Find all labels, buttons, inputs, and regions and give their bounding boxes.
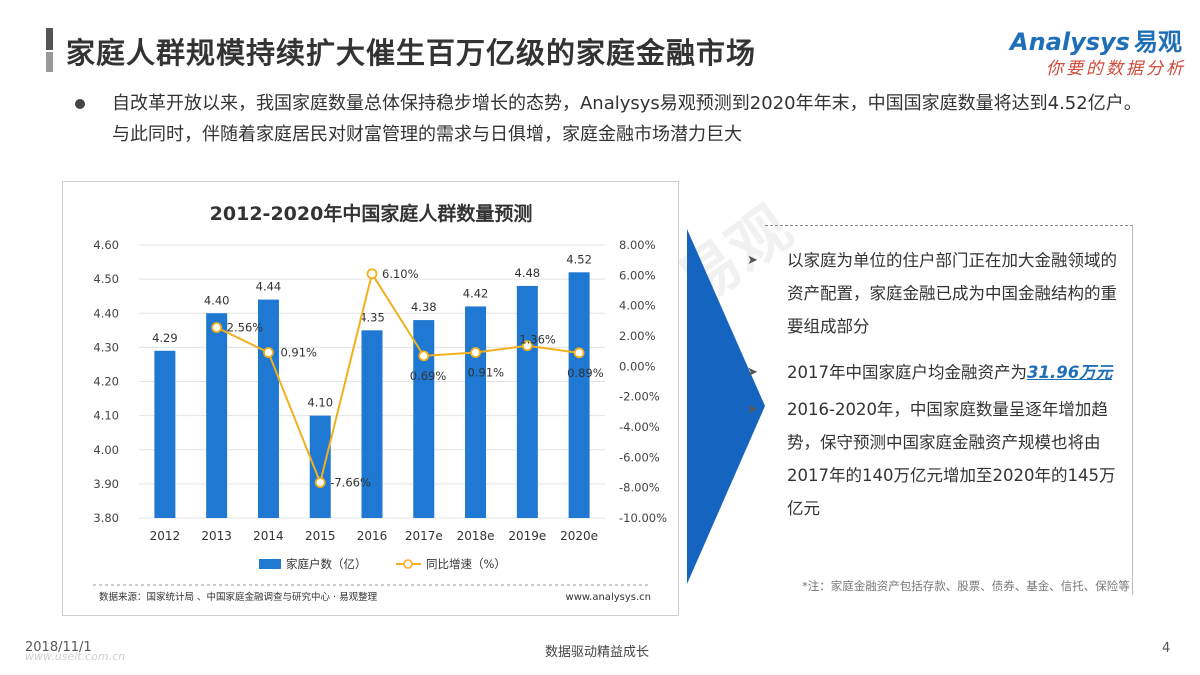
line-data-label: 6.10% — [382, 267, 419, 281]
y-right-tick-label: -2.00% — [619, 390, 660, 404]
growth-point — [521, 340, 533, 352]
x-tick-label: 2013 — [201, 529, 232, 543]
legend-bar-label: 家庭户数（亿） — [286, 557, 367, 571]
bar-data-label: 4.38 — [411, 300, 437, 314]
y-left-tick-label: 4.30 — [93, 340, 119, 354]
x-tick-label: 2017e — [405, 529, 443, 543]
growth-point — [418, 350, 430, 362]
growth-point — [263, 347, 274, 358]
y-right-tick-label: -6.00% — [619, 450, 660, 464]
title-accent-bar — [46, 28, 53, 72]
insight-text-2: 2017年中国家庭户均金融资产为 — [787, 363, 1027, 382]
y-right-tick-label: 4.00% — [619, 299, 656, 313]
combo-chart: 2012-2020年中国家庭人群数量预测 4.60 4.50 4.40 4.30 4.20… — [93, 202, 667, 603]
bar-data-label: 4.48 — [515, 266, 541, 280]
y-right-tick-label: 2.00% — [619, 329, 656, 343]
line-data-label: 2.56% — [227, 321, 264, 335]
bar — [154, 350, 176, 518]
legend-line-marker — [403, 559, 413, 569]
x-tick-label: 2015 — [305, 529, 336, 543]
growth-point — [470, 347, 481, 358]
y-right-tick-label: -8.00% — [619, 481, 660, 495]
intro-text: 自改革开放以来，我国家庭数量总体保持稳步增长的态势，Analysys易观预测到2… — [112, 93, 1142, 145]
line-data-label: 0.91% — [280, 346, 317, 360]
x-tick-label: 2018e — [457, 529, 495, 543]
bar — [206, 313, 228, 518]
arrow-bullet-icon: ➤ — [747, 402, 758, 417]
y-right-tick-label: 6.00% — [619, 268, 656, 282]
y-right-tick-label: -4.00% — [619, 420, 660, 434]
bar-data-label: 4.40 — [204, 293, 230, 307]
bar-data-label: 4.42 — [463, 286, 489, 300]
y-right-tick-label: -10.00% — [619, 511, 667, 525]
bar-data-label: 4.29 — [152, 331, 178, 345]
line-data-label: 0.69% — [410, 369, 447, 383]
bullet-dot-icon — [75, 99, 85, 109]
arrow-bullet-icon: ➤ — [747, 253, 758, 268]
y-left-tick-label: 4.50 — [93, 272, 119, 286]
y-left-tick-label: 3.80 — [93, 511, 119, 525]
logo-brand-en: Analysys — [1010, 28, 1130, 56]
arrow-bullet-icon: ➤ — [747, 365, 758, 380]
x-tick-label: 2016 — [357, 529, 388, 543]
analysys-logo: Analysys 易观 你要的数据分析 — [1010, 22, 1190, 82]
chart-source: 数据来源：国家统计局 、中国家庭金融调查与研究中心 · 易观整理 — [99, 591, 378, 603]
logo-tagline: 你要的数据分析 — [1046, 59, 1186, 79]
bar-data-label: 4.35 — [359, 310, 385, 324]
highlight-value: 31.96万元 — [1027, 363, 1113, 382]
bar — [361, 330, 383, 518]
bar-data-label: 4.52 — [566, 252, 592, 266]
x-tick-label: 2012 — [150, 529, 181, 543]
y-left-tick-label: 4.10 — [93, 409, 119, 423]
logo-brand-cn: 易观 — [1133, 28, 1182, 56]
insight-text-1: 以家庭为单位的住户部门正在加大金融领域的资产配置，家庭金融已成为中国金融结构的重… — [787, 251, 1117, 336]
bar-data-label: 4.10 — [307, 396, 333, 410]
footer-date: 2018/11/1 — [25, 640, 92, 655]
footer-slogan: 数据驱动精益成长 — [545, 645, 650, 660]
y-left-tick-label: 4.00 — [93, 443, 119, 457]
legend-line-label: 同比增速（%） — [426, 557, 506, 571]
growth-point — [573, 347, 585, 359]
y-left-tick-label: 3.90 — [93, 477, 119, 491]
footnote: *注：家庭金融资产包括存款、股票、债券、基金、信托、保险等 — [802, 579, 1130, 593]
bar — [309, 415, 331, 518]
bar — [568, 272, 590, 518]
growth-point — [211, 322, 223, 333]
footer-site-watermark: www.useit.com.cn — [25, 650, 126, 663]
y-right-tick-label: 8.00% — [619, 238, 656, 252]
bar — [465, 306, 487, 518]
y-left-tick-label: 4.40 — [93, 306, 119, 320]
insight-text-3: 2016-2020年，中国家庭数量呈逐年增加趋势，保守预测中国家庭金融资产规模也… — [787, 400, 1116, 518]
y-right-tick-label: 0.00% — [619, 359, 656, 373]
line-data-label: 0.89% — [567, 366, 604, 380]
chart-frame: 2012-2020年中国家庭人群数量预测 4.60 4.50 4.40 4.30 4.20… — [62, 181, 679, 616]
line-data-label: 0.91% — [468, 366, 505, 380]
page-title: 家庭人群规模持续扩大催生百万亿级的家庭金融市场 — [66, 36, 757, 70]
y-left-tick-label: 4.60 — [93, 238, 119, 252]
x-tick-label: 2020e — [560, 529, 598, 543]
chart-site: www.analysys.cn — [566, 592, 651, 603]
bar — [516, 285, 538, 518]
legend-bar-swatch — [259, 559, 281, 569]
bar — [257, 299, 279, 518]
x-tick-label: 2019e — [508, 529, 546, 543]
x-tick-label: 2014 — [253, 529, 284, 543]
insight-panel — [765, 225, 1133, 595]
growth-point — [366, 268, 378, 280]
line-data-label: 1.36% — [519, 333, 556, 347]
line-data-label: -7.66% — [330, 476, 371, 490]
chart-title: 2012-2020年中国家庭人群数量预测 — [210, 202, 533, 225]
bar-data-label: 4.44 — [256, 280, 282, 294]
bar — [413, 320, 435, 518]
right-arrow-icon — [687, 229, 765, 584]
y-left-tick-label: 4.20 — [93, 375, 119, 389]
page-number: 4 — [1162, 641, 1171, 656]
growth-point — [314, 477, 326, 488]
growth-line — [216, 271, 580, 486]
